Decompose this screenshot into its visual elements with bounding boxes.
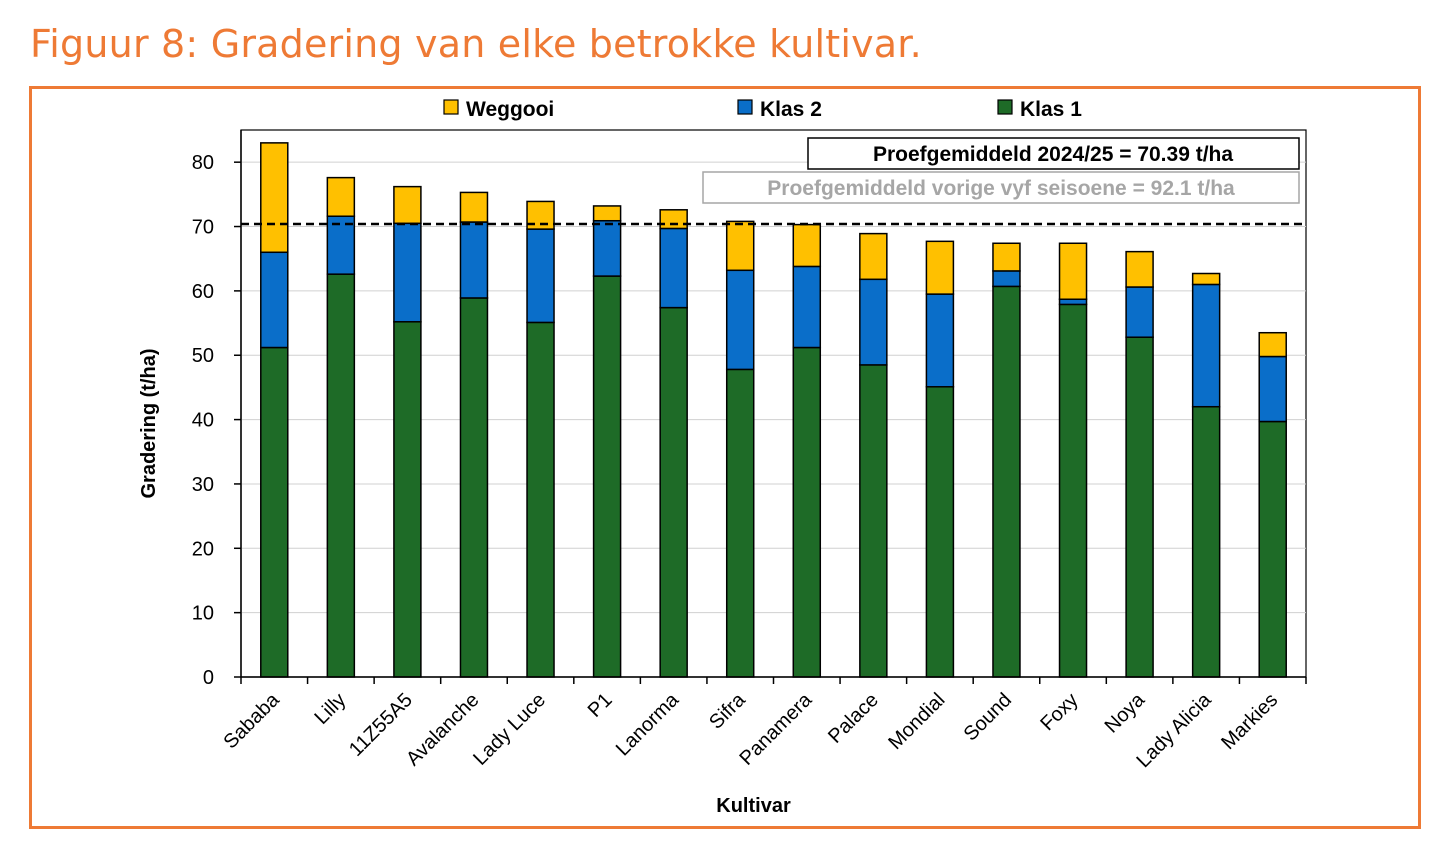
x-tick-label: Sifra (705, 688, 750, 733)
bars (260, 142, 1287, 678)
bar-klas2-9 (859, 278, 888, 366)
bar-klas1-9 (859, 364, 888, 678)
x-tick-label: Noya (1101, 688, 1150, 737)
axes (234, 130, 1307, 684)
bar-klas1-12 (1058, 303, 1088, 678)
legend-swatch-klas1 (997, 99, 1013, 115)
y-tick-label: 50 (192, 345, 214, 367)
bar-klas1-14 (1191, 405, 1221, 678)
x-tick-label: Mondial (884, 689, 949, 754)
bar-weggooi-15 (1258, 331, 1287, 358)
bar-klas1-7 (725, 368, 755, 678)
bar-weggooi-3 (459, 191, 489, 223)
bar-klas2-10 (925, 293, 955, 388)
x-tick-label: Foxy (1036, 689, 1082, 735)
bar-klas1-5 (592, 275, 622, 678)
bar-klas2-13 (1125, 286, 1154, 338)
bar-klas1-4 (526, 321, 555, 678)
bar-weggooi-0 (260, 142, 289, 254)
legend: Weggooi Klas 2 Klas 1 (443, 98, 1082, 121)
bar-klas1-0 (260, 346, 289, 678)
x-tick-label: P1 (584, 689, 617, 722)
bar-klas2-4 (526, 228, 555, 324)
x-tick-label: Markies (1217, 689, 1282, 754)
y-tick-label: 20 (192, 538, 214, 560)
bar-klas1-3 (459, 297, 489, 678)
bar-klas2-15 (1258, 355, 1287, 423)
avg-current-box (807, 137, 1300, 170)
x-tick-label: Avalanche (402, 689, 483, 770)
avg-previous-text: Proefgemiddeld vorige vyf seisoene = 92.… (767, 177, 1235, 200)
bar-klas1-13 (1125, 336, 1154, 678)
bar-weggooi-13 (1125, 250, 1154, 288)
bar-klas2-12 (1058, 298, 1088, 306)
bar-weggooi-1 (326, 176, 356, 217)
bar-klas1-2 (393, 321, 422, 678)
bar-klas2-7 (725, 269, 755, 371)
avg-current-text: Proefgemiddeld 2024/25 = 70.39 t/ha (873, 143, 1233, 166)
bar-weggooi-10 (925, 240, 955, 295)
bar-weggooi-7 (725, 220, 755, 272)
bar-weggooi-6 (659, 209, 688, 230)
x-tick-label: Sound (960, 689, 1016, 745)
x-tick-label: Lady Luce (469, 689, 550, 770)
y-tick-label: 40 (192, 410, 214, 432)
x-tick-label: Lanorma (612, 688, 684, 760)
bar-klas2-3 (459, 221, 489, 299)
y-tick-label: 80 (192, 152, 214, 174)
y-tick-label: 70 (192, 217, 214, 239)
x-tick-label: Lilly (310, 689, 350, 729)
legend-swatch-klas2 (737, 99, 753, 115)
bar-klas1-15 (1258, 420, 1287, 678)
x-axis-title: Kultivar (716, 795, 791, 817)
bar-klas1-8 (792, 346, 822, 678)
bar-weggooi-14 (1191, 272, 1221, 286)
y-tick-label: 60 (192, 281, 214, 303)
bar-weggooi-9 (859, 232, 888, 281)
x-tick-label: Sababa (219, 688, 284, 753)
bar-klas2-2 (393, 222, 422, 323)
bar-klas2-6 (659, 227, 688, 309)
legend-swatch-weggooi (443, 99, 459, 115)
bar-weggooi-12 (1058, 242, 1088, 300)
bar-klas1-10 (925, 386, 955, 678)
y-tick-label: 30 (192, 474, 214, 496)
bar-weggooi-5 (592, 205, 622, 222)
bar-weggooi-11 (992, 242, 1021, 272)
x-tick-label: Panamera (736, 688, 817, 769)
y-tick-label: 10 (192, 603, 214, 625)
legend-label-klas2: Klas 2 (760, 98, 822, 121)
legend-label-klas1: Klas 1 (1020, 98, 1082, 121)
bar-weggooi-8 (792, 223, 822, 268)
bar-klas2-8 (792, 265, 822, 349)
annotations: Proefgemiddeld 2024/25 = 70.39 t/ha Proef… (241, 137, 1306, 226)
y-axis-title: Gradering (t/ha) (138, 348, 160, 498)
bar-klas1-1 (326, 273, 356, 678)
bar-klas2-14 (1191, 283, 1221, 408)
bar-klas2-5 (592, 219, 622, 277)
bar-klas2-0 (260, 251, 289, 349)
legend-label-weggooi: Weggooi (466, 98, 554, 121)
avg-previous-box (702, 171, 1300, 204)
bar-klas1-6 (659, 306, 688, 678)
y-tick-label: 0 (203, 667, 214, 689)
bar-weggooi-2 (393, 185, 422, 225)
bar-klas2-11 (992, 270, 1021, 288)
bar-klas1-11 (992, 285, 1021, 678)
x-tick-label: Palace (824, 689, 883, 748)
figure-title: Figuur 8: Gradering van elke betrokke ku… (30, 22, 922, 66)
chart-frame (29, 86, 1421, 829)
